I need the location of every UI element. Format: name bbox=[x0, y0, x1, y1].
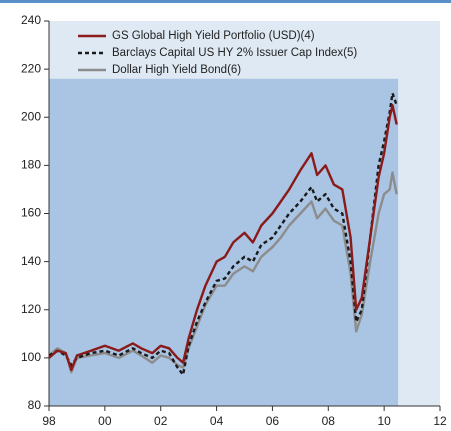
y-tick-label: 100 bbox=[21, 350, 41, 364]
y-tick-label: 160 bbox=[21, 206, 41, 220]
top-bar bbox=[0, 0, 451, 3]
x-tick-label: 00 bbox=[98, 414, 112, 428]
x-tick-label: 06 bbox=[266, 414, 280, 428]
x-tick-label: 08 bbox=[322, 414, 336, 428]
y-tick-label: 80 bbox=[28, 398, 42, 412]
x-tick-label: 10 bbox=[377, 414, 391, 428]
series-line bbox=[48, 103, 398, 372]
y-tick-label: 180 bbox=[21, 158, 41, 172]
y-tick-label: 200 bbox=[21, 109, 41, 123]
y-tick-label: 140 bbox=[21, 254, 41, 268]
legend-label: GS Global High Yield Portfolio (USD)(4) bbox=[112, 30, 315, 42]
x-tick-label: 02 bbox=[154, 414, 168, 428]
y-tick-label: 240 bbox=[21, 13, 41, 27]
series-line bbox=[48, 91, 398, 376]
series-line bbox=[48, 171, 398, 374]
x-tick-label: 04 bbox=[210, 414, 224, 428]
y-tick-label: 120 bbox=[21, 302, 41, 316]
x-tick-label: 12 bbox=[433, 414, 447, 428]
legend-label: Dollar High Yield Bond(6) bbox=[112, 64, 241, 76]
y-tick-label: 220 bbox=[21, 61, 41, 75]
legend-label: Barclays Capital US HY 2% Issuer Cap Ind… bbox=[112, 47, 357, 59]
x-tick-label: 98 bbox=[42, 414, 56, 428]
